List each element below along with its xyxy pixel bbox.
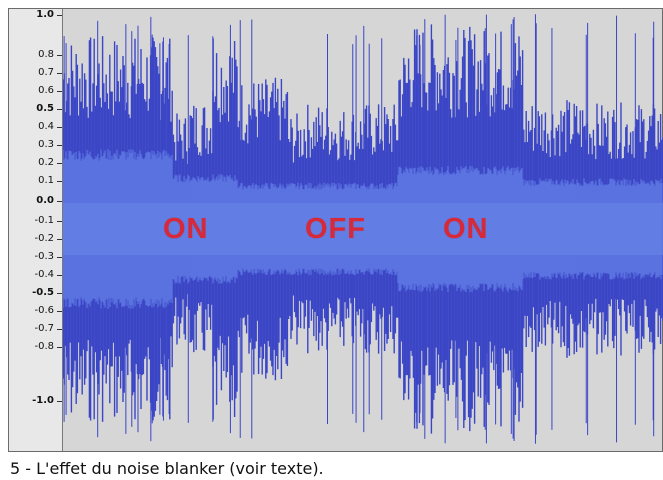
ruler-tick-mark <box>57 311 62 312</box>
ruler-tick-mark <box>57 329 62 330</box>
ruler-tick-label: 0.0 <box>36 195 54 206</box>
ruler-tick-label: -0.2 <box>34 233 54 244</box>
ruler-tick-mark <box>57 347 62 348</box>
ruler-tick-label: 0.7 <box>38 67 54 78</box>
ruler-tick-label: 1.0 <box>36 9 54 20</box>
ruler-tick-label: 0.1 <box>38 175 54 186</box>
ruler-tick-label: -0.4 <box>34 269 54 280</box>
ruler-tick-mark <box>57 293 62 294</box>
ruler-tick-mark <box>57 221 62 222</box>
ruler-tick-mark <box>57 15 62 16</box>
ruler-tick-label: 0.3 <box>38 139 54 150</box>
label-on-second: ON <box>443 213 489 245</box>
ruler-tick-mark <box>57 145 62 146</box>
ruler-tick-mark <box>57 201 62 202</box>
ruler-tick-mark <box>57 127 62 128</box>
ruler-tick-label: -0.1 <box>34 215 54 226</box>
ruler-tick-mark <box>57 163 62 164</box>
ruler-tick-mark <box>57 73 62 74</box>
ruler-tick-label: -0.6 <box>34 305 54 316</box>
waveform-graphic <box>63 14 663 444</box>
ruler-tick-label: -0.7 <box>34 323 54 334</box>
ruler-tick-label: 0.6 <box>38 85 54 96</box>
figure-caption: 5 - L'effet du noise blanker (voir texte… <box>10 459 324 478</box>
ruler-tick-mark <box>57 239 62 240</box>
ruler-tick-mark <box>57 181 62 182</box>
ruler-tick-label: 0.4 <box>38 121 54 132</box>
ruler-tick-mark <box>57 109 62 110</box>
label-on-first: ON <box>163 213 209 245</box>
waveform-track[interactable]: ON OFF ON <box>63 9 663 451</box>
ruler-tick-mark <box>57 275 62 276</box>
ruler-tick-label: 0.8 <box>38 49 54 60</box>
ruler-tick-mark <box>57 91 62 92</box>
ruler-tick-label: -1.0 <box>32 395 54 406</box>
ruler-tick-label: 0.2 <box>38 157 54 168</box>
ruler-tick-label: -0.5 <box>32 287 54 298</box>
ruler-tick-mark <box>57 401 62 402</box>
label-off: OFF <box>305 213 366 245</box>
ruler-tick-mark <box>57 257 62 258</box>
waveform-center-band <box>63 203 663 255</box>
ruler-tick-label: -0.3 <box>34 251 54 262</box>
ruler-tick-label: 0.5 <box>36 103 54 114</box>
ruler-tick-label: -0.8 <box>34 341 54 352</box>
waveform-panel: 1.0 0.8 0.7 0.6 0.5 0.4 0.3 0.2 0.1 0.0 -0.1 -0.2 -0… <box>8 8 663 452</box>
amplitude-ruler: 1.0 0.8 0.7 0.6 0.5 0.4 0.3 0.2 0.1 0.0 -0.1 -0.2 -0… <box>9 9 63 451</box>
ruler-tick-mark <box>57 55 62 56</box>
